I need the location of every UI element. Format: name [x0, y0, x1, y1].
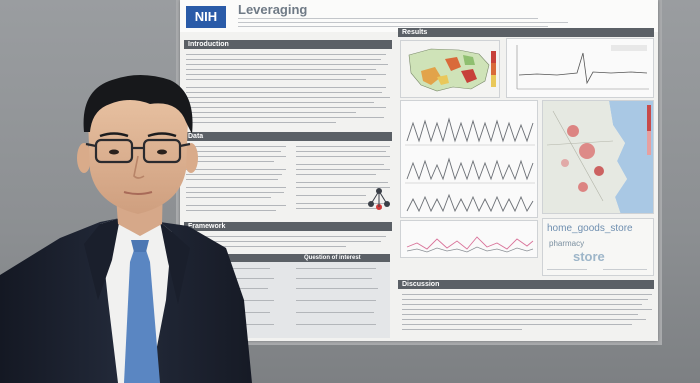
diurnal-line-charts: [400, 100, 538, 218]
face: [88, 92, 188, 214]
nih-logo: NIH: [186, 6, 226, 28]
research-poster: NIH Leveraging Introduction Data: [180, 0, 658, 341]
word-cloud-word: home_goods_store: [547, 223, 633, 234]
network-diagram-icon: [368, 188, 390, 210]
word-cloud: home_goods_store pharmacy store: [542, 218, 654, 276]
poster-title: Leveraging: [238, 2, 308, 17]
word-cloud-word: store: [573, 249, 605, 264]
framework-table-header: Question of interest: [304, 255, 361, 261]
blue-tie: [124, 250, 160, 383]
pink-line-chart: [400, 220, 538, 258]
introduction-header: Introduction: [184, 40, 392, 49]
glasses: [85, 138, 191, 164]
data-header: Data: [184, 132, 392, 141]
hair: [83, 75, 193, 134]
poster-header: NIH Leveraging: [180, 0, 658, 32]
regional-map: [542, 100, 654, 214]
word-cloud-word: pharmacy: [549, 239, 585, 248]
results-header: Results: [398, 28, 654, 37]
us-heat-map: [400, 40, 500, 98]
discussion-header: Discussion: [398, 280, 654, 289]
time-series-chart-top: [506, 38, 654, 98]
framework-header: Framework: [184, 222, 392, 231]
